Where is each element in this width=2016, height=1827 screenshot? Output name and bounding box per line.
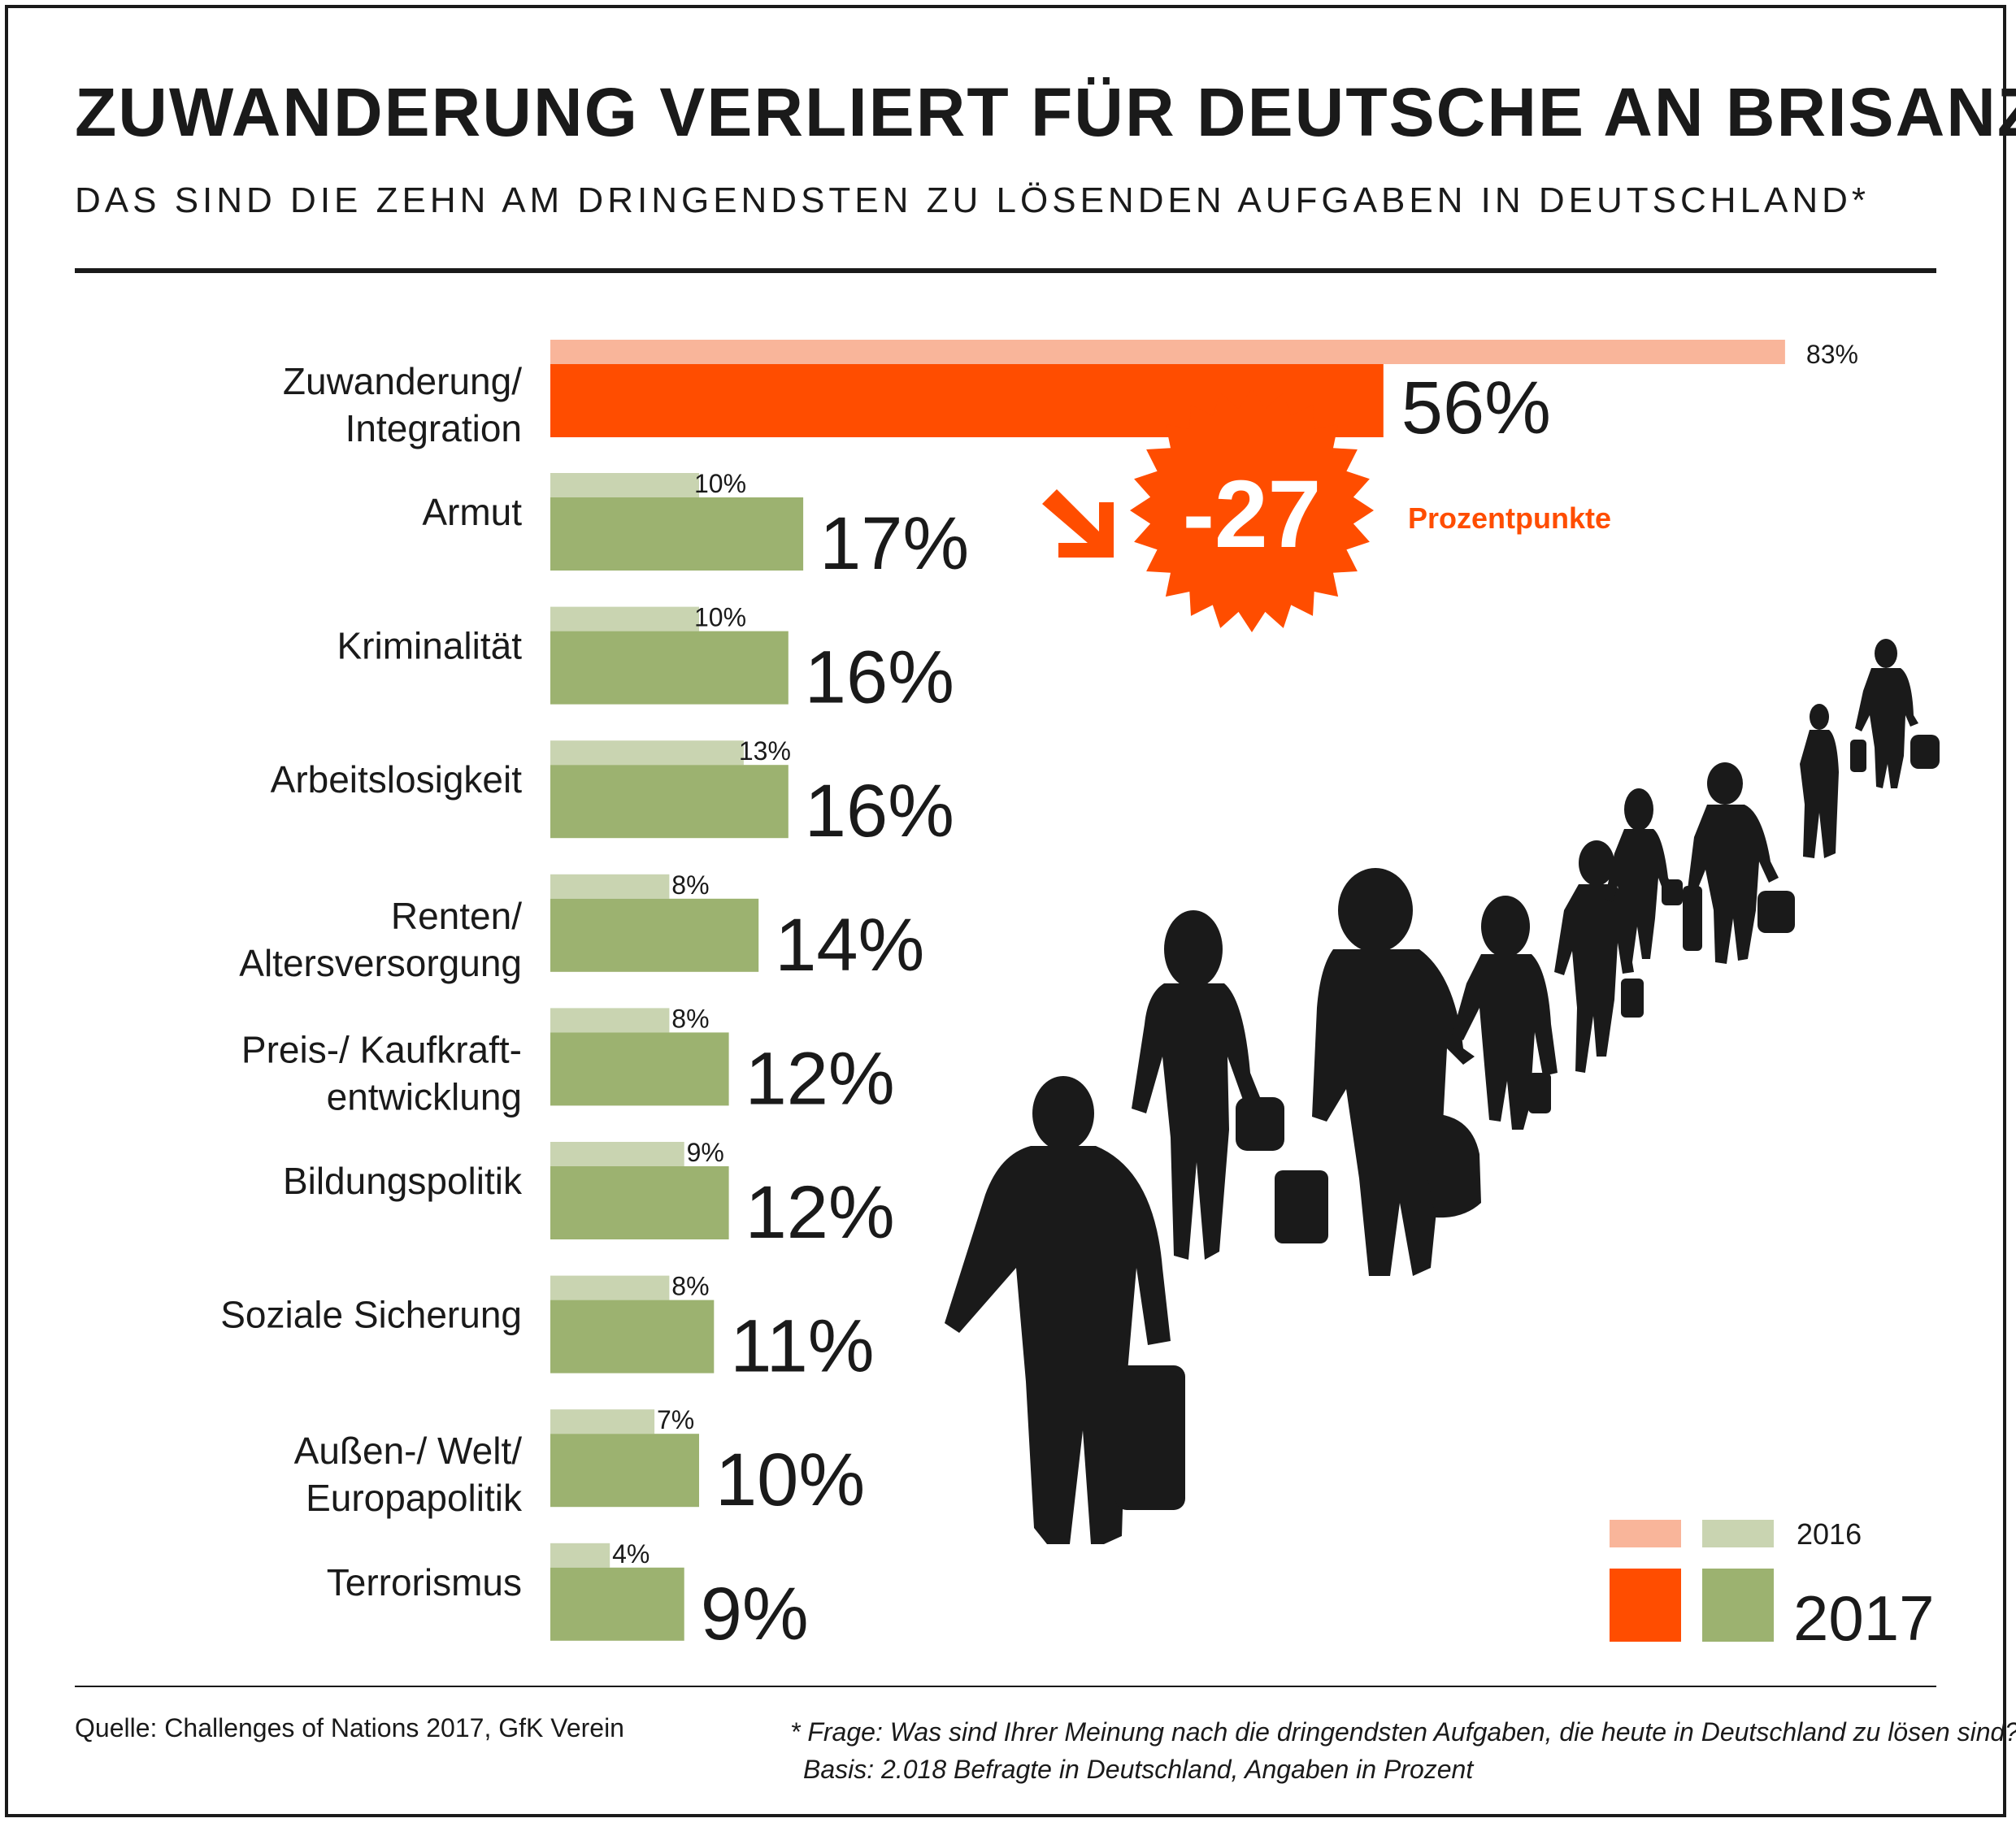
- bar-2016: [550, 473, 699, 497]
- outer-frame: [5, 5, 2006, 1817]
- bar-2016: [550, 340, 1785, 364]
- value-label-2017: 9%: [701, 1573, 809, 1656]
- value-label-2016: 8%: [671, 1004, 709, 1033]
- category-label: Renten/: [391, 895, 522, 937]
- source-note: Quelle: Challenges of Nations 2017, GfK …: [75, 1713, 624, 1742]
- person-silhouette: [1452, 896, 1558, 1130]
- category-label: Altersversorgung: [239, 942, 522, 984]
- person-silhouette: [1605, 788, 1683, 962]
- category-label: Europapolitik: [306, 1477, 523, 1519]
- bar-2016: [550, 1008, 670, 1033]
- bar-2016: [550, 1142, 684, 1166]
- value-label-2017: 56%: [1401, 367, 1551, 449]
- legend-swatch-2016: [1702, 1520, 1774, 1547]
- bar-2017: [550, 1434, 699, 1508]
- category-label: Soziale Sicherung: [220, 1294, 522, 1336]
- value-label-2016: 8%: [671, 870, 709, 900]
- value-label-2016: 8%: [671, 1272, 709, 1301]
- bar-2016: [550, 606, 699, 631]
- category-label: Armut: [422, 491, 522, 533]
- footnote-basis: Basis: 2.018 Befragte in Deutschland, An…: [803, 1755, 1474, 1784]
- person-silhouette: [1275, 868, 1481, 1276]
- value-label-2016: 10%: [694, 469, 746, 498]
- value-label-2017: 12%: [745, 1171, 895, 1254]
- category-label: Außen-/ Welt/: [294, 1430, 523, 1472]
- value-label-2017: 17%: [819, 502, 969, 585]
- legend-swatch-highlight-2017: [1610, 1569, 1681, 1642]
- page-subtitle: DAS SIND DIE ZEHN AM DRINGENDSTEN ZU LÖS…: [75, 180, 1870, 220]
- value-label-2016: 9%: [687, 1138, 724, 1167]
- legend-label-2016: 2016: [1797, 1517, 1862, 1551]
- category-label: Terrorismus: [327, 1561, 522, 1604]
- bar-2016: [550, 740, 744, 766]
- category-label: Preis-/ Kaufkraft-: [241, 1028, 522, 1070]
- bar-2017: [550, 765, 789, 839]
- bar-2017: [550, 1567, 684, 1641]
- change-annotation: -27 Prozentpunkte: [1042, 388, 1611, 632]
- page-title: ZUWANDERUNG VERLIERT FÜR DEUTSCHE AN BRI…: [75, 74, 2016, 150]
- bar-2016: [550, 1275, 670, 1300]
- value-label-2017: 16%: [805, 636, 954, 719]
- person-silhouette: [1132, 910, 1284, 1260]
- legend: 2016 2017: [1610, 1517, 1935, 1654]
- category-label: entwicklung: [327, 1075, 522, 1117]
- value-label-2016: 13%: [739, 736, 791, 766]
- value-label-2016: 83%: [1806, 340, 1858, 369]
- bar-2016: [550, 874, 670, 899]
- category-label: Kriminalität: [337, 625, 522, 667]
- bar-2017: [550, 1300, 715, 1374]
- change-unit-label: Prozentpunkte: [1408, 501, 1611, 535]
- legend-swatch-2017: [1702, 1569, 1774, 1642]
- legend-swatch-highlight-2016: [1610, 1520, 1681, 1547]
- category-label: Integration: [345, 407, 522, 449]
- person-silhouette: [1800, 704, 1839, 858]
- value-label-2016: 4%: [612, 1539, 650, 1569]
- bar-2017: [550, 1032, 729, 1106]
- value-label-2017: 14%: [775, 904, 924, 987]
- change-value: -27: [1183, 461, 1322, 568]
- bar-2017: [550, 898, 759, 972]
- bottom-divider: [75, 1686, 1936, 1687]
- bar-2017: [550, 631, 789, 705]
- value-label-2017: 12%: [745, 1037, 895, 1120]
- value-label-2017: 16%: [805, 770, 954, 853]
- bar-2017: [550, 497, 804, 571]
- bar-2016: [550, 1409, 655, 1434]
- value-label-2017: 11%: [730, 1305, 874, 1388]
- category-label: Bildungspolitik: [283, 1160, 523, 1202]
- top-divider: [75, 268, 1936, 273]
- value-label-2016: 10%: [694, 603, 746, 632]
- down-arrow-icon: [1042, 489, 1114, 558]
- footnote-question: * Frage: Was sind Ihrer Meinung nach die…: [790, 1717, 2016, 1747]
- value-label-2017: 10%: [715, 1439, 865, 1521]
- legend-label-2017: 2017: [1793, 1582, 1935, 1654]
- value-label-2016: 7%: [657, 1405, 694, 1434]
- person-silhouette: [1554, 840, 1644, 1073]
- person-silhouette: [945, 1076, 1185, 1544]
- starburst-badge: [1130, 388, 1374, 632]
- walking-people-silhouettes: [945, 639, 1940, 1544]
- bar-2017: [550, 1166, 729, 1239]
- category-label: Zuwanderung/: [283, 360, 522, 402]
- person-silhouette: [1850, 639, 1940, 788]
- footnote: * Frage: Was sind Ihrer Meinung nach die…: [790, 1713, 2016, 1788]
- bar-2016: [550, 1543, 610, 1568]
- person-silhouette: [1683, 762, 1795, 964]
- category-label: Arbeitslosigkeit: [271, 758, 523, 801]
